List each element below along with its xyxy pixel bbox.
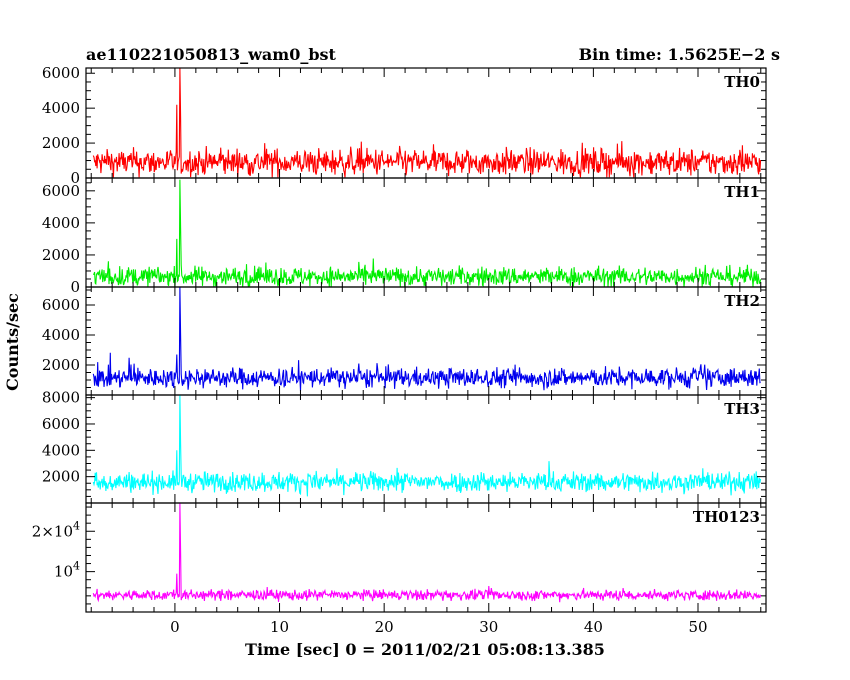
x-axis-label: Time [sec] 0 = 2011/02/21 05:08:13.385 (245, 640, 605, 659)
y-tick-label: 6000 (42, 64, 80, 82)
y-tick-label: 4000 (42, 214, 80, 232)
y-tick-label: 2000 (42, 134, 80, 152)
x-tick-label: 0 (170, 618, 180, 636)
chart-title: ae110221050813_wam0_bst (86, 45, 337, 64)
panel-th2: 2000 4000 6000 TH2 (42, 286, 767, 396)
panel-frame (85, 177, 767, 288)
panel-th0: 0 2000 4000 6000 TH0 (42, 64, 767, 187)
y-tick-label: 2000 (42, 356, 80, 374)
series-line-th0123 (92, 502, 762, 603)
y-tick-label: 4000 (42, 441, 80, 459)
y-tick-label: 104 (54, 560, 80, 581)
panel-label: TH2 (724, 292, 760, 310)
y-tick-label: 2×104 (32, 519, 80, 540)
x-tick-label: 50 (688, 618, 707, 636)
y-axis-label: Counts/sec (3, 293, 22, 391)
x-tick-label: 40 (584, 618, 603, 636)
y-tick-label: 6000 (42, 296, 80, 314)
x-tick-label: 30 (479, 618, 498, 636)
y-tick-label: 4000 (42, 99, 80, 117)
series-line-th0 (92, 67, 762, 178)
series-line-th3 (92, 394, 762, 497)
panel-th3: 2000 4000 6000 8000 TH3 (42, 389, 767, 504)
panel-th1: 0 2000 4000 6000 TH1 (42, 177, 767, 296)
x-tick-label: 10 (270, 618, 289, 636)
y-tick-label: 0 (70, 169, 80, 187)
y-tick-label: 0 (70, 278, 80, 296)
y-tick-label: 6000 (42, 415, 80, 433)
series-line-th1 (92, 179, 762, 288)
panel-label: TH0123 (693, 508, 760, 526)
y-tick-label: 4000 (42, 326, 80, 344)
panel-label: TH3 (724, 400, 760, 418)
panel-th0123: 104 2×104 TH0123 (32, 502, 767, 613)
y-tick-label: 8000 (42, 389, 80, 407)
panel-label: TH0 (724, 73, 760, 91)
y-tick-label: 2000 (42, 246, 80, 264)
y-tick-label: 2000 (42, 468, 80, 486)
y-tick-label: 6000 (42, 182, 80, 200)
panel-label: TH1 (724, 183, 760, 201)
series-line-th2 (92, 286, 761, 391)
x-tick-label: 20 (375, 618, 394, 636)
bin-time-label: Bin time: 1.5625E−2 s (579, 45, 780, 64)
